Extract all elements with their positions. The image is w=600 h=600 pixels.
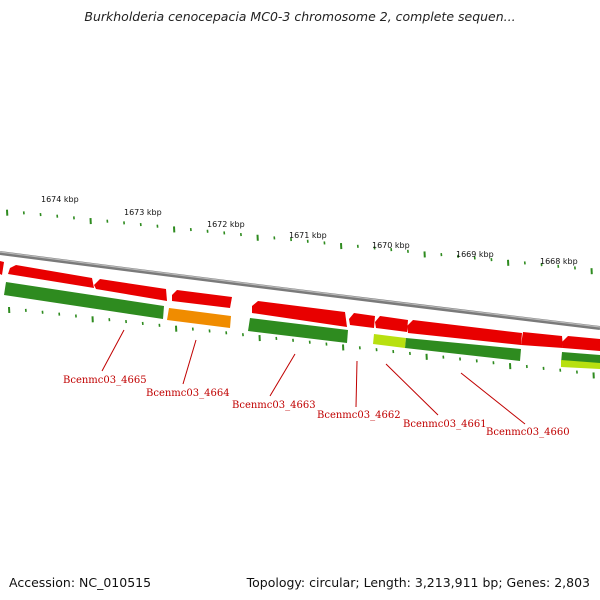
map-title: Burkholderia cenocepacia MC0-3 chromosom… <box>84 9 516 24</box>
gene-block-lightgreen[interactable] <box>561 360 600 369</box>
genome-summary-text: Topology: circular; Length: 3,213,911 bp… <box>246 575 590 590</box>
kbp-label: 1673 kbp <box>124 208 162 217</box>
gene-arrow-forward[interactable] <box>521 332 563 348</box>
reverse-strand-genes <box>4 282 600 369</box>
gene-label[interactable]: Bcenmc03_4660 <box>486 427 570 438</box>
gene-arrow-forward[interactable] <box>349 313 375 328</box>
accession-text: Accession: NC_010515 <box>9 575 152 590</box>
gene-arrow-forward[interactable] <box>562 336 600 351</box>
gene-block-reverse[interactable] <box>248 318 348 343</box>
gene-block-reverse[interactable] <box>405 338 521 361</box>
gene-arrow-forward[interactable] <box>252 301 347 327</box>
gene-arrow-forward[interactable] <box>407 320 522 345</box>
gene-label[interactable]: Bcenmc03_4665 <box>63 375 147 386</box>
gene-label[interactable]: Bcenmc03_4662 <box>317 410 401 421</box>
gene-labels: Bcenmc03_4665 Bcenmc03_4664 Bcenmc03_466… <box>63 375 570 438</box>
kbp-label: 1670 kbp <box>372 241 410 250</box>
gene-label[interactable]: Bcenmc03_4663 <box>232 400 316 411</box>
gene-arrow-forward[interactable] <box>8 265 94 288</box>
gene-block-reverse[interactable] <box>4 282 164 319</box>
kbp-label: 1669 kbp <box>456 250 494 259</box>
forward-strand-genes <box>0 261 600 351</box>
kbp-label: 1668 kbp <box>540 257 578 266</box>
kbp-labels: 1674 kbp 1673 kbp 1672 kbp 1671 kbp 1670… <box>41 195 578 266</box>
gene-arrow-forward[interactable] <box>375 316 408 332</box>
gene-arrow-forward[interactable] <box>0 261 4 275</box>
kbp-label: 1672 kbp <box>207 220 245 229</box>
gene-arrow-forward[interactable] <box>94 279 167 301</box>
inner-tick-ring <box>8 306 595 379</box>
kbp-label: 1671 kbp <box>289 231 327 240</box>
gene-block-orange[interactable] <box>167 308 231 328</box>
gene-block-lightgreen[interactable] <box>373 334 406 348</box>
gene-label[interactable]: Bcenmc03_4664 <box>146 388 230 399</box>
kbp-label: 1674 kbp <box>41 195 79 204</box>
gene-label-connectors <box>101 329 526 425</box>
gene-arrow-forward[interactable] <box>172 290 232 308</box>
gene-label[interactable]: Bcenmc03_4661 <box>403 419 487 430</box>
outer-tick-ring <box>6 209 593 275</box>
chromosome-backbone <box>0 251 600 330</box>
